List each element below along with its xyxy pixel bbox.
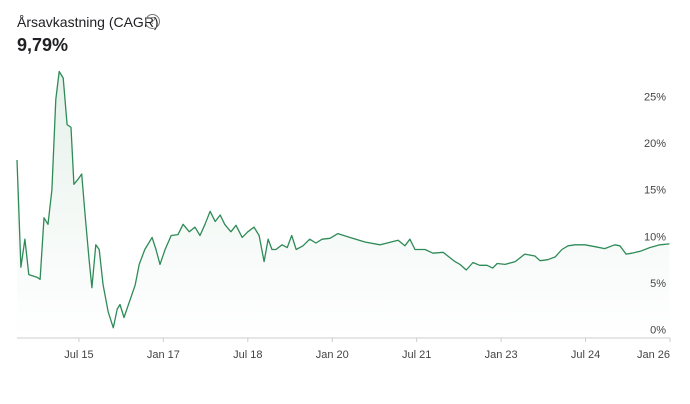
- x-tick-label: Jul 24: [571, 349, 600, 361]
- headline-value: 9,79%: [17, 35, 69, 55]
- x-tick-label: Jul 21: [402, 349, 431, 361]
- area: [17, 71, 670, 338]
- chart-title: Årsavkastning (CAGR): [17, 14, 159, 30]
- x-tick-label: Jan 26: [637, 349, 670, 361]
- y-tick-label: 25%: [644, 92, 666, 104]
- x-tick-label: Jul 15: [64, 349, 93, 361]
- x-tick-label: Jan 23: [485, 349, 518, 361]
- x-tick-label: Jan 20: [316, 349, 349, 361]
- line: [16, 70, 670, 329]
- y-tick-label: 20%: [644, 138, 666, 150]
- y-tick-label: 15%: [644, 185, 666, 197]
- help-icon[interactable]: ?: [145, 14, 160, 29]
- x-tick-label: Jul 18: [233, 349, 262, 361]
- y-tick-label: 10%: [644, 231, 666, 243]
- x-tick-label: Jan 17: [147, 349, 180, 361]
